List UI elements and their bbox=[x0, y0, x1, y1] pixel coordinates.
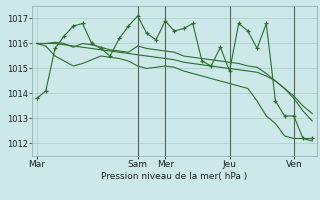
X-axis label: Pression niveau de la mer( hPa ): Pression niveau de la mer( hPa ) bbox=[101, 172, 248, 181]
